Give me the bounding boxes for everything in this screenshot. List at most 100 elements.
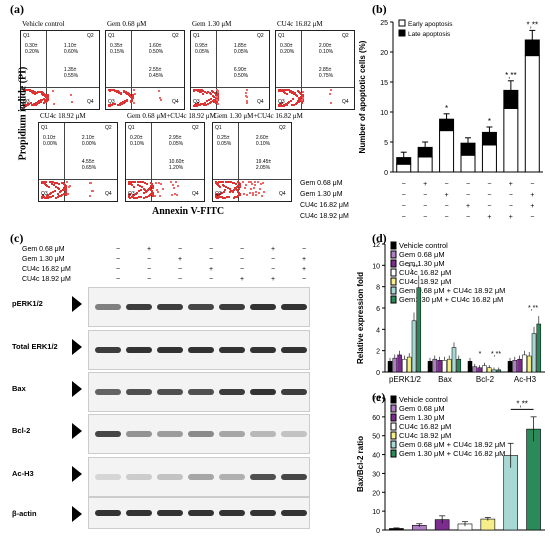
wb-row-label: Bcl-2 [12,426,31,435]
legend-swatch [390,268,397,277]
wb-treatment-symbol: + [301,256,307,263]
flow-plot-title: Vehicle control [22,20,65,28]
wb-band [95,431,121,437]
wb-band [126,304,152,310]
wb-row-label: Bax [12,384,26,393]
wb-band [157,389,183,395]
y-tick-label: 10 [380,110,388,117]
wb-band [188,474,214,480]
legend-swatch-early [398,19,406,27]
quadrant-q4-label: Q4 [279,191,286,197]
treatment-symbol: + [445,192,449,199]
bar [477,367,482,373]
significance-label: *,** [505,71,517,80]
wb-band [250,389,276,395]
legend-swatch [390,440,397,449]
wb-band [126,347,152,353]
wb-treatment-symbol: + [239,276,245,283]
wb-treatment-symbol: − [301,276,307,283]
treatment-symbol: + [423,181,427,188]
wb-treatment-symbol: − [239,246,245,253]
bax-bcl2-ratio-chart: 0 10 20 30 40 50 60 70 Bax/Bcl-2 ratio Vehicle co… [356,395,545,535]
bar [522,354,527,373]
bar [512,360,518,373]
wb-band [188,510,214,516]
treatment-symbol: + [530,192,534,199]
bar [411,320,417,373]
wb-treatment-symbol: − [208,246,214,253]
bar [480,518,496,531]
quadrant-q2-label: Q2 [105,125,112,131]
wb-blot-strip [88,330,310,370]
wb-treatment-symbol: + [208,266,214,273]
bar-late [503,89,519,109]
quadrant-q3-label: Q3 [278,99,285,105]
quadrant-q4-label: Q4 [342,99,349,105]
bar-late [439,118,455,132]
treatment-symbol: − [487,181,491,188]
wb-band [219,389,245,395]
x-tick-label: Bax [438,375,452,384]
y-tick-label: 10 [372,509,380,516]
arrow-right-icon [72,296,82,312]
bar-early [439,130,455,173]
treatment-label-b: Gem 0.68 μM [300,180,343,187]
flow-plot: Q1 Q2 Q3 Q4 0.20± 0.10% 2.95± 0.05% 10.60± 1.2… [125,122,205,202]
quadrant-q2-label: Q2 [342,33,349,39]
flow-y-axis-label: Propidium iodide (PI) [17,66,29,161]
quadrant-q3-label: Q3 [215,191,222,197]
wb-treatment-symbol: + [301,266,307,273]
wb-treatment-symbol: − [146,266,152,273]
legend-label: Gem 0.68 μM [399,404,445,413]
treatment-symbol: − [402,203,406,210]
legend-label: Gem 1.30 μM [399,413,445,422]
treatment-symbol: − [423,203,427,210]
flow-plot-title: CU4c 18.92 μM [40,112,86,120]
wb-band [219,347,245,353]
quadrant-q1-label: Q1 [215,125,222,131]
flow-plot-title: Gem 1.30 μM+CU4c 16.82 μM [214,112,303,120]
significance-label: * [445,104,448,113]
treatment-symbol: − [509,192,513,199]
wb-treatment-symbol: + [177,256,183,263]
y-tick-label: 8 [376,285,380,292]
panel-label-d: (d) [372,231,387,245]
wb-band [188,389,214,395]
significance-label: *,** [408,265,418,272]
treatment-symbol: − [466,192,470,199]
legend-swatch [390,422,397,431]
flow-x-axis-label: Annexin V-FITC [152,206,225,217]
bar [531,333,537,373]
wb-band [219,474,245,480]
legend-label: CU4c 18.92 μM [399,277,451,286]
y-axis-label: Relative expression fold [356,272,365,364]
quadrant-q1-label: Q1 [23,33,30,39]
wb-band [95,474,121,480]
bar [387,361,393,373]
wb-band [219,304,245,310]
y-tick-label: 0 [376,370,380,377]
bar [416,287,422,373]
wb-treatment-symbol: − [177,246,183,253]
quadrant-q4-label: Q4 [87,99,94,105]
legend-swatch [390,277,397,286]
wb-band [250,431,276,437]
legend-label: Gem 0.68 μM + CU4c 18.92 μM [399,440,505,449]
quadrant-q3-label: Q3 [41,191,48,197]
wb-band [157,510,183,516]
legend-swatch [390,395,397,404]
wb-treatment-label: CU4c 18.92 μM [22,276,71,283]
wb-treatment-symbol: − [208,256,214,263]
bar-early [396,163,412,173]
wb-treatment-symbol: + [146,246,152,253]
treatment-symbol: + [487,214,491,221]
y-tick-label: 4 [376,327,380,334]
wb-band [219,510,245,516]
wb-band [219,431,245,437]
quadrant-q1-value: 0.20± 0.10% [130,135,145,147]
y-tick-label: 0 [384,170,388,177]
bar [491,369,497,373]
treatment-symbol: − [445,203,449,210]
quadrant-q2-label: Q2 [279,125,286,131]
flow-plot-title: Gem 0.68 μM+CU4c 18.92 μM [127,112,216,120]
